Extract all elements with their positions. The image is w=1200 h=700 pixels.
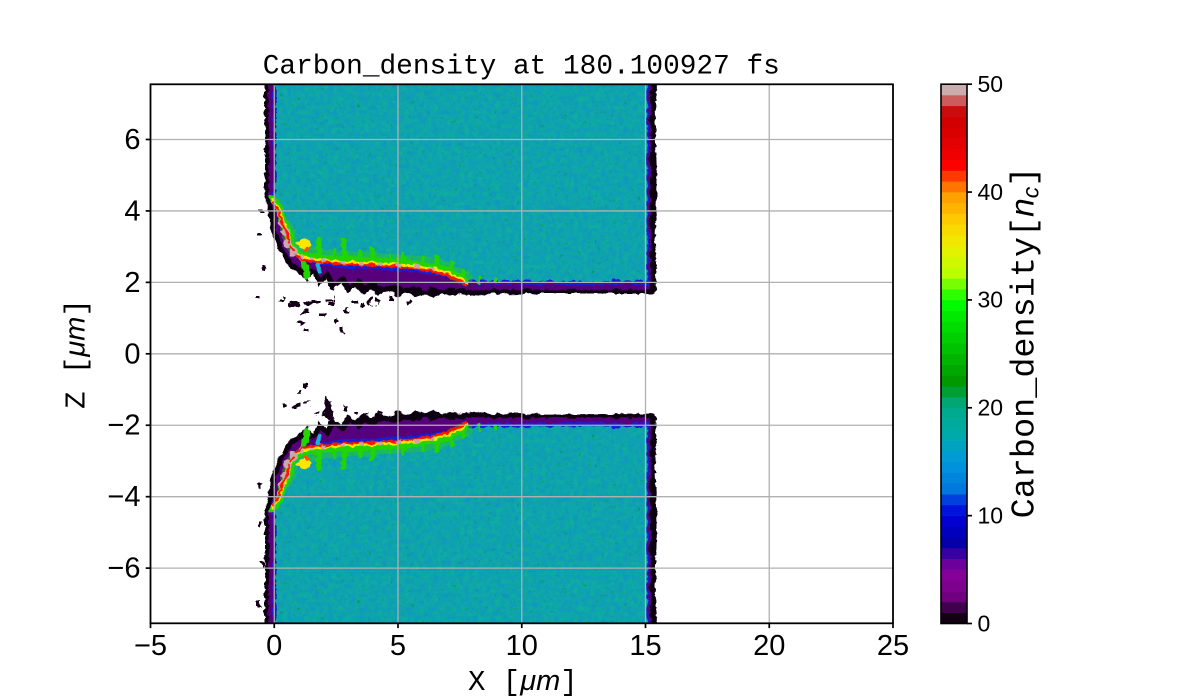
svg-text:4: 4 [124, 195, 140, 227]
svg-text:30: 30 [978, 287, 1004, 313]
svg-text:−2: −2 [107, 410, 140, 442]
svg-text:−4: −4 [107, 481, 140, 513]
svg-text:Z [μm]: Z [μm] [60, 299, 94, 409]
svg-text:20: 20 [753, 630, 785, 662]
svg-text:10: 10 [506, 630, 538, 662]
svg-text:0: 0 [266, 630, 282, 662]
svg-text:10: 10 [978, 502, 1004, 528]
svg-text:5: 5 [390, 630, 406, 662]
svg-text:0: 0 [124, 338, 140, 370]
svg-text:40: 40 [978, 179, 1004, 205]
svg-text:X [μm]: X [μm] [468, 665, 578, 699]
svg-text:20: 20 [978, 395, 1004, 421]
svg-text:−5: −5 [134, 630, 167, 662]
svg-text:−6: −6 [107, 553, 140, 585]
svg-text:Carbon_density at 180.100927 f: Carbon_density at 180.100927 fs [263, 51, 780, 82]
svg-text:15: 15 [629, 630, 661, 662]
svg-text:6: 6 [124, 124, 140, 156]
svg-text:2: 2 [124, 267, 140, 299]
svg-text:0: 0 [978, 610, 991, 636]
svg-text:Carbon_density[nc]: Carbon_density[nc] [1005, 167, 1045, 519]
svg-text:50: 50 [978, 71, 1004, 97]
svg-text:25: 25 [877, 630, 909, 662]
